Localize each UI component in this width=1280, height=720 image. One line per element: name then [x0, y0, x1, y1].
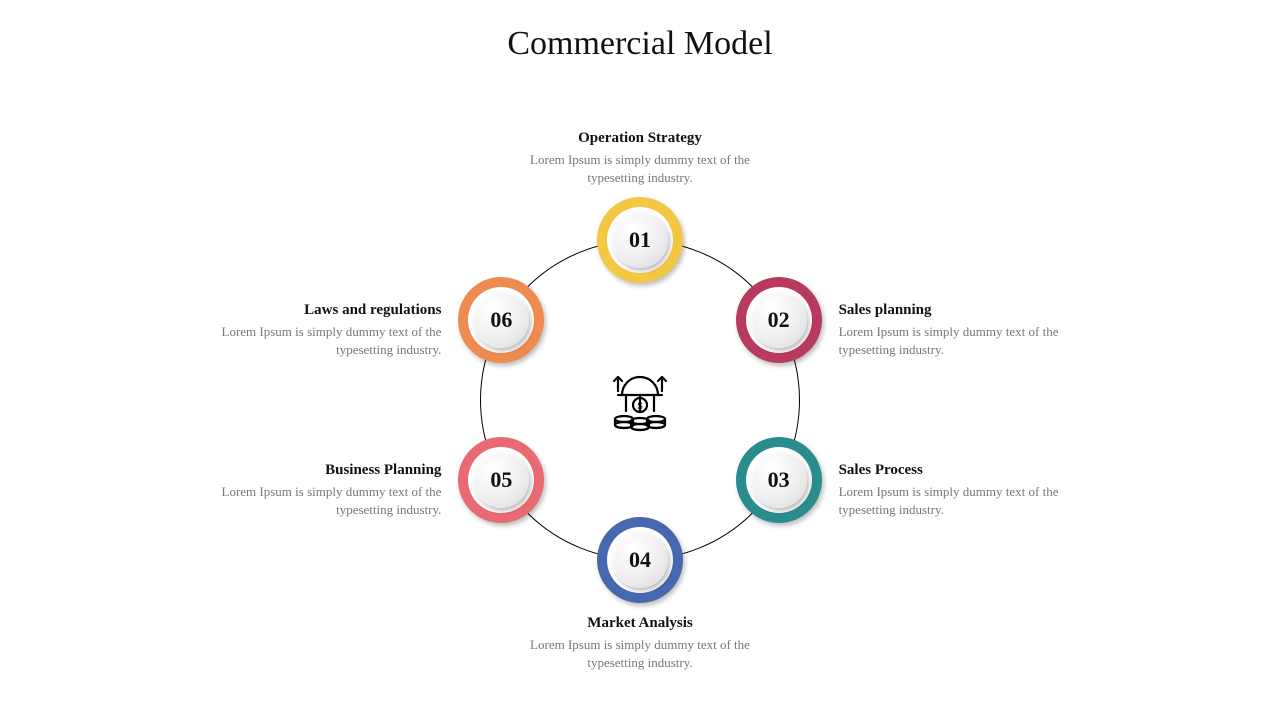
- circular-diagram: $ 01 Operation Strategy Lorem Ipsum is s…: [0, 80, 1280, 720]
- step-label-05: Business Planning Lorem Ipsum is simply …: [161, 462, 441, 518]
- step-title: Sales Process: [839, 462, 1119, 479]
- node-number: 04: [629, 547, 651, 573]
- node-inner: 04: [612, 532, 668, 588]
- node-number: 06: [490, 307, 512, 333]
- step-desc: Lorem Ipsum is simply dummy text of the …: [839, 483, 1119, 518]
- step-title: Business Planning: [161, 462, 441, 479]
- step-title: Operation Strategy: [500, 130, 780, 147]
- step-desc: Lorem Ipsum is simply dummy text of the …: [161, 323, 441, 358]
- step-desc: Lorem Ipsum is simply dummy text of the …: [500, 636, 780, 671]
- step-title: Sales planning: [839, 302, 1119, 319]
- step-label-01: Operation Strategy Lorem Ipsum is simply…: [500, 130, 780, 186]
- money-growth-icon: $: [600, 365, 680, 435]
- page-title: Commercial Model: [0, 25, 1280, 63]
- node-inner: 01: [612, 212, 668, 268]
- node-inner: 05: [473, 452, 529, 508]
- step-label-03: Sales Process Lorem Ipsum is simply dumm…: [839, 462, 1119, 518]
- step-label-06: Laws and regulations Lorem Ipsum is simp…: [161, 302, 441, 358]
- step-title: Laws and regulations: [161, 302, 441, 319]
- step-node-02: 02: [736, 277, 822, 363]
- step-label-02: Sales planning Lorem Ipsum is simply dum…: [839, 302, 1119, 358]
- step-node-03: 03: [736, 437, 822, 523]
- step-desc: Lorem Ipsum is simply dummy text of the …: [839, 323, 1119, 358]
- step-desc: Lorem Ipsum is simply dummy text of the …: [161, 483, 441, 518]
- node-number: 02: [768, 307, 790, 333]
- step-node-06: 06: [458, 277, 544, 363]
- step-title: Market Analysis: [500, 615, 780, 632]
- step-node-01: 01: [597, 197, 683, 283]
- node-number: 05: [490, 467, 512, 493]
- node-inner: 02: [751, 292, 807, 348]
- node-inner: 03: [751, 452, 807, 508]
- step-label-04: Market Analysis Lorem Ipsum is simply du…: [500, 615, 780, 671]
- node-inner: 06: [473, 292, 529, 348]
- svg-text:$: $: [637, 401, 642, 411]
- step-node-04: 04: [597, 517, 683, 603]
- step-desc: Lorem Ipsum is simply dummy text of the …: [500, 151, 780, 186]
- step-node-05: 05: [458, 437, 544, 523]
- node-number: 03: [768, 467, 790, 493]
- node-number: 01: [629, 227, 651, 253]
